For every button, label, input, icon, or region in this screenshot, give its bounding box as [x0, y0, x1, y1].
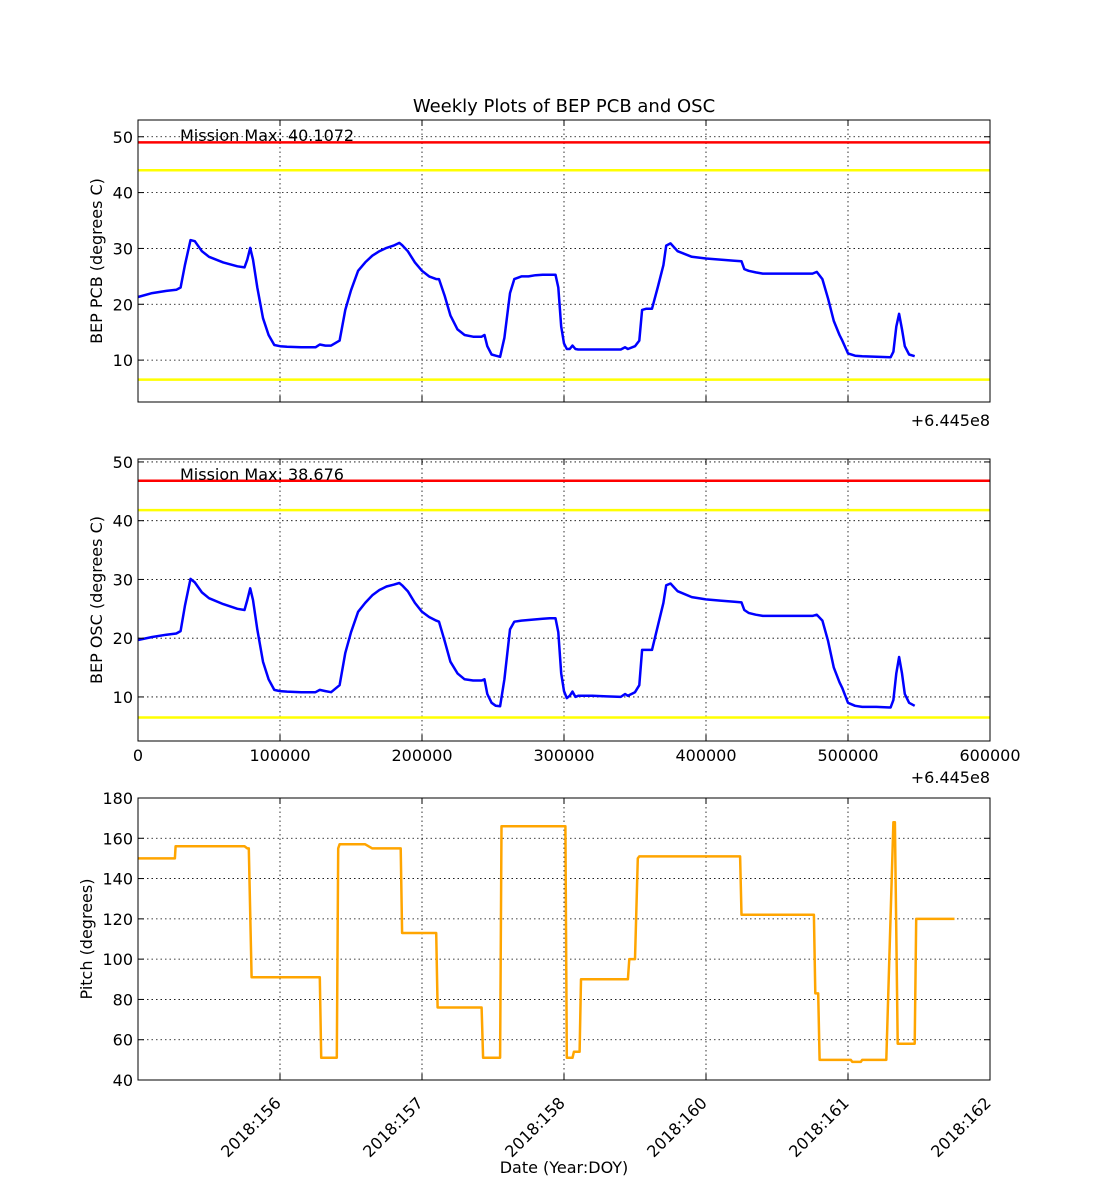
y-tick-label: 180	[102, 789, 133, 808]
pcb-annotation: Mission Max: 40.1072	[180, 126, 354, 145]
y-tick-label: 120	[102, 910, 133, 929]
x-tick-label: 2018:158	[501, 1093, 569, 1161]
osc-ticks: 0 100000 200000 300000 400000 500000 600000 10 2…	[113, 453, 1021, 765]
y-tick-label: 40	[113, 512, 133, 531]
osc-panel: 0 100000 200000 300000 400000 500000 600000 10 2…	[87, 453, 1021, 787]
x-tick-label: 2018:157	[359, 1093, 427, 1161]
pcb-reference-lines	[138, 141, 990, 381]
pitch-grid	[138, 798, 990, 1080]
pcb-ticks: 10 20 30 40 50	[113, 120, 991, 402]
pitch-x-axis-label: Date (Year:DOY)	[500, 1158, 629, 1177]
x-tick-label: 2018:161	[785, 1093, 853, 1161]
x-tick-label: 100000	[249, 746, 310, 765]
osc-offset-label: +6.445e8	[911, 768, 990, 787]
y-tick-label: 50	[113, 128, 133, 147]
x-tick-label: 200000	[391, 746, 452, 765]
pcb-series	[137, 238, 916, 359]
y-tick-label: 30	[113, 239, 133, 258]
y-tick-label: 30	[113, 570, 133, 589]
y-tick-label: 140	[102, 870, 133, 889]
y-tick-label: 20	[113, 629, 133, 648]
x-tick-label: 0	[133, 746, 143, 765]
x-tick-label: 600000	[959, 746, 1020, 765]
pitch-y-axis-label: Pitch (degrees)	[77, 879, 96, 1000]
osc-annotation: Mission Max: 38.676	[180, 465, 344, 484]
y-tick-label: 20	[113, 295, 133, 314]
y-tick-label: 80	[113, 990, 133, 1009]
osc-y-axis-label: BEP OSC (degrees C)	[87, 516, 106, 684]
y-tick-label: 10	[113, 688, 133, 707]
osc-reference-lines	[138, 479, 990, 719]
series-line	[138, 820, 955, 1064]
y-tick-label: 50	[113, 453, 133, 472]
x-tick-label: 2018:156	[217, 1093, 285, 1161]
series-line	[137, 577, 916, 709]
x-tick-label: 400000	[675, 746, 736, 765]
y-tick-label: 10	[113, 351, 133, 370]
x-tick-label: 2018:162	[927, 1093, 995, 1161]
pcb-offset-label: +6.445e8	[911, 411, 990, 430]
y-tick-label: 40	[113, 184, 133, 203]
pitch-panel: 2018:156 2018:157 2018:158 2018:160 2018:161…	[77, 789, 995, 1177]
osc-series	[137, 577, 916, 709]
y-tick-label: 40	[113, 1071, 133, 1090]
figure-title: Weekly Plots of BEP PCB and OSC	[413, 96, 715, 117]
x-tick-label: 300000	[533, 746, 594, 765]
x-tick-label: 500000	[817, 746, 878, 765]
y-tick-label: 60	[113, 1031, 133, 1050]
series-line	[137, 238, 916, 359]
pcb-y-axis-label: BEP PCB (degrees C)	[87, 178, 106, 344]
pcb-panel: 10 20 30 40 50 Mission Max: 40.1072 BEP PCB …	[87, 119, 991, 430]
x-tick-label: 2018:160	[643, 1093, 711, 1161]
pitch-series	[138, 820, 955, 1064]
y-tick-label: 160	[102, 829, 133, 848]
y-tick-label: 100	[102, 950, 133, 969]
pcb-grid	[138, 120, 990, 402]
